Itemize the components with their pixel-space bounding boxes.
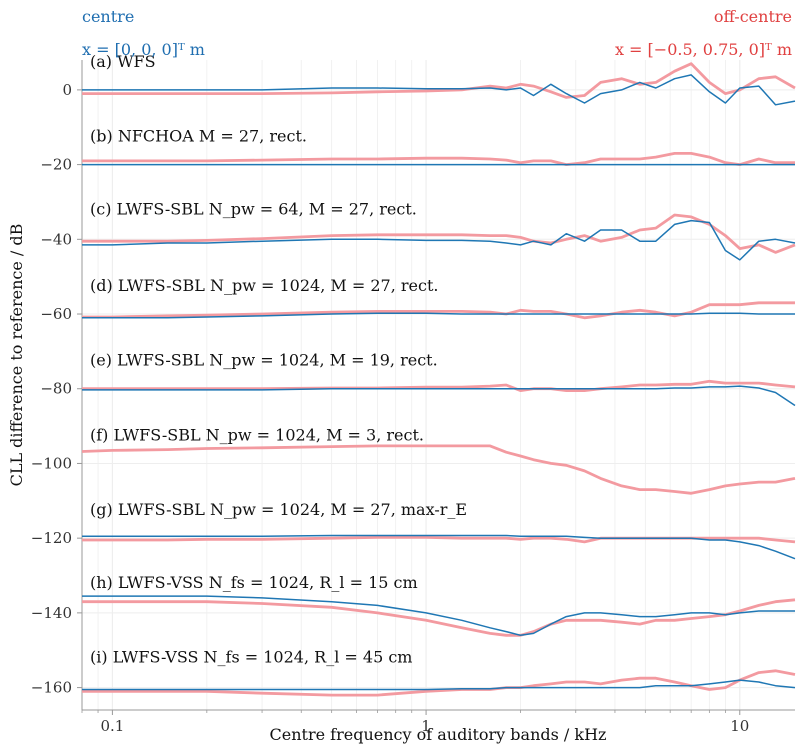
series-offcentre-6	[82, 536, 796, 544]
series-centre-3	[82, 312, 795, 319]
y-tick-label: −20	[40, 156, 72, 174]
x-tick-label: 10	[730, 717, 749, 735]
panel-label: (g) LWFS-SBL N_pw = 1024, M = 27, max-r_…	[90, 500, 467, 519]
series-layer	[81, 62, 796, 697]
series-offcentre-8	[82, 669, 796, 697]
series-centre-8	[82, 679, 796, 691]
panel-label: (h) LWFS-VSS N_fs = 1024, R_l = 15 cm	[90, 573, 418, 592]
series-offcentre-0	[82, 62, 796, 99]
panel-label: (d) LWFS-SBL N_pw = 1024, M = 27, rect.	[90, 276, 438, 295]
y-tick-label: −60	[40, 305, 72, 323]
legend-offcentre-name: off-centre	[714, 7, 792, 26]
y-tick-label: −40	[40, 230, 72, 248]
panel-label: (b) NFCHOA M = 27, rect.	[90, 127, 307, 146]
series-centre-0	[82, 74, 796, 106]
legend-centre-position: x = [0, 0, 0]ᵀ m	[82, 40, 205, 59]
series-centre-7	[82, 595, 795, 637]
panel-label: (i) LWFS-VSS N_fs = 1024, R_l = 45 cm	[90, 648, 412, 667]
axes-layer: 0 −20 −40 −60 −80 −100 −120 −140 −160 0.1 1 10	[31, 60, 795, 735]
y-tick-label: −100	[31, 454, 72, 472]
y-tick-label: −140	[31, 604, 72, 622]
panel-label: (a) WFS	[90, 52, 156, 71]
y-tick-label: −80	[40, 380, 72, 398]
panel-label: (c) LWFS-SBL N_pw = 64, M = 27, rect.	[90, 199, 417, 218]
series-offcentre-2	[82, 213, 796, 254]
y-tick-label: 0	[62, 81, 72, 99]
series-offcentre-7	[82, 598, 796, 637]
series-offcentre-3	[82, 301, 795, 320]
panel-label: (f) LWFS-SBL N_pw = 1024, M = 3, rect.	[90, 425, 424, 444]
y-axis-title: CLL difference to reference / dB	[7, 224, 26, 487]
panel-label: (e) LWFS-SBL N_pw = 1024, M = 19, rect.	[90, 351, 438, 370]
y-tick-label: −160	[31, 679, 72, 697]
panel-labels-layer: (a) WFS (b) NFCHOA M = 27, rect. (c) LWFS-…	[90, 52, 467, 667]
x-tick-label: 1	[421, 717, 431, 735]
x-axis-title: Centre frequency of auditory bands / kHz	[270, 725, 607, 744]
series-offcentre-1	[82, 152, 795, 166]
series-centre-6	[82, 534, 796, 560]
series-offcentre-5	[81, 444, 796, 495]
legend-offcentre-position: x = [−0.5, 0.75, 0]ᵀ m	[615, 40, 792, 59]
legend-centre-name: centre	[82, 7, 134, 26]
series-offcentre-4	[82, 379, 796, 392]
y-tick-label: −120	[31, 529, 72, 547]
series-centre-2	[82, 219, 796, 261]
x-tick-label: 0.1	[100, 717, 124, 735]
series-centre-4	[82, 385, 796, 407]
